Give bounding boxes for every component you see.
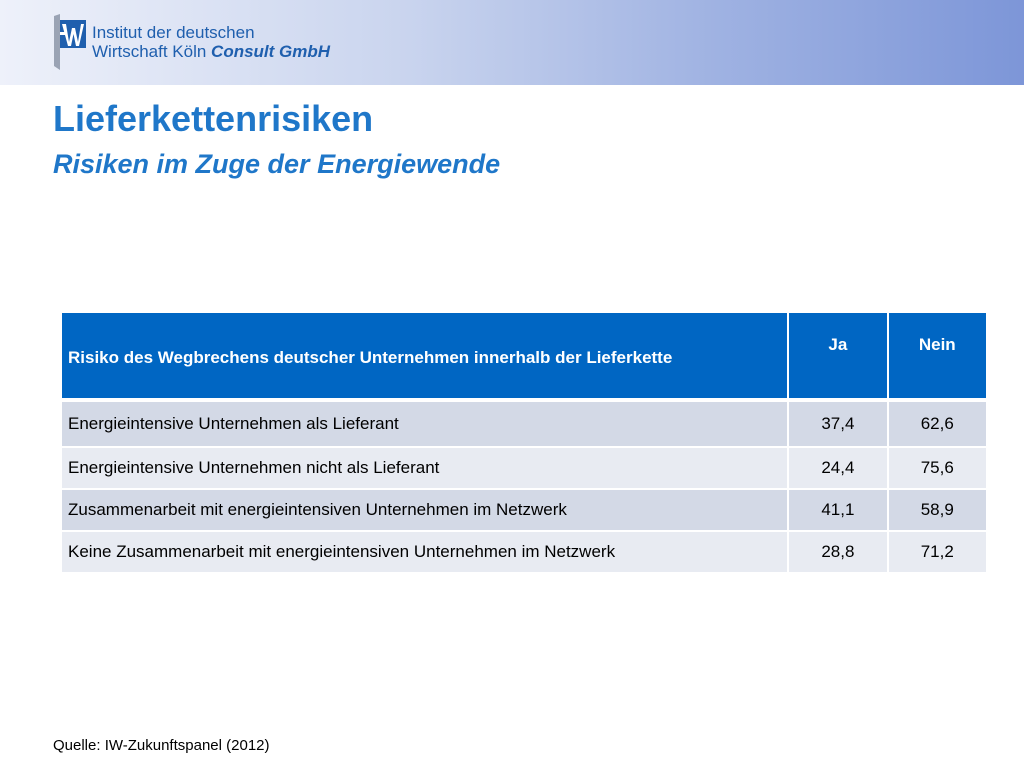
row-label: Keine Zusammenarbeit mit energieintensiv… bbox=[59, 530, 790, 574]
cell-nein: 75,6 bbox=[886, 446, 989, 490]
row-label: Zusammenarbeit mit energieintensiven Unt… bbox=[59, 488, 790, 532]
cell-ja: 37,4 bbox=[787, 398, 889, 448]
iw-logo: Institut der deutschen Wirtschaft Köln C… bbox=[52, 14, 342, 70]
cell-nein: 58,9 bbox=[886, 488, 989, 532]
cell-ja: 41,1 bbox=[787, 488, 889, 532]
logo-consult: Consult GmbH bbox=[211, 42, 331, 61]
row-label: Energieintensive Unternehmen als Liefera… bbox=[59, 398, 790, 448]
header-risk: Risiko des Wegbrechens deutscher Unterne… bbox=[59, 311, 790, 401]
page-title: Lieferkettenrisiken bbox=[53, 98, 374, 139]
table-row: Keine Zusammenarbeit mit energieintensiv… bbox=[59, 530, 989, 574]
logo-line-2: Wirtschaft Köln bbox=[92, 42, 212, 61]
cell-nein: 71,2 bbox=[886, 530, 989, 574]
table-row: Zusammenarbeit mit energieintensiven Unt… bbox=[59, 488, 989, 532]
table-header-row: Risiko des Wegbrechens deutscher Unterne… bbox=[59, 311, 989, 401]
header-band: Institut der deutschen Wirtschaft Köln C… bbox=[0, 0, 1024, 85]
page-subtitle: Risiken im Zuge der Energiewende bbox=[53, 149, 501, 179]
header-nein: Nein bbox=[886, 311, 989, 401]
iw-logo-icon bbox=[54, 14, 86, 70]
cell-ja: 24,4 bbox=[787, 446, 889, 490]
cell-ja: 28,8 bbox=[787, 530, 889, 574]
row-label: Energieintensive Unternehmen nicht als L… bbox=[59, 446, 790, 490]
source-note: Quelle: IW-Zukunftspanel (2012) bbox=[53, 737, 270, 754]
risk-table: Risiko des Wegbrechens deutscher Unterne… bbox=[59, 311, 989, 574]
table-row: Energieintensive Unternehmen nicht als L… bbox=[59, 446, 989, 490]
cell-nein: 62,6 bbox=[886, 398, 989, 448]
header-ja: Ja bbox=[787, 311, 889, 401]
logo-line-1: Institut der deutschen bbox=[92, 23, 255, 42]
table-row: Energieintensive Unternehmen als Liefera… bbox=[59, 398, 989, 448]
